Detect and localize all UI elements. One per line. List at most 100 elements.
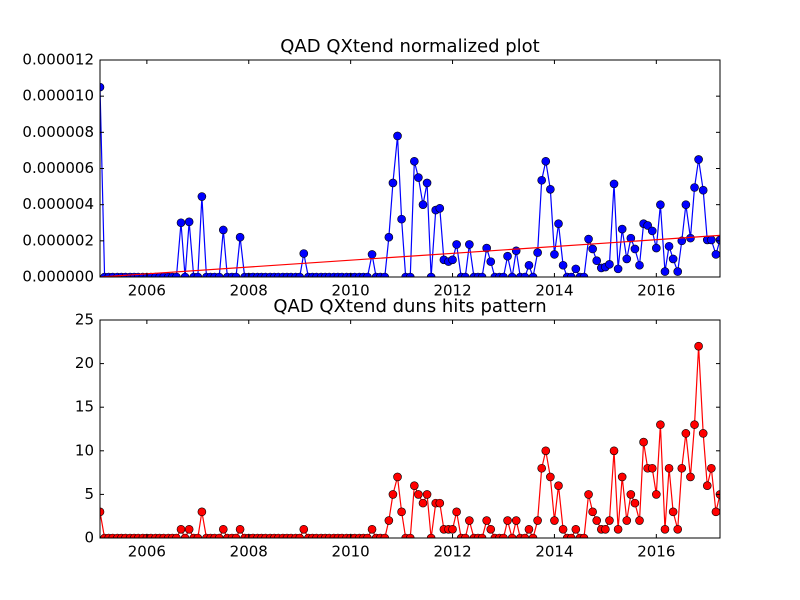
x-tick-label: 2012 [433,543,471,561]
data-point [452,240,461,249]
data-point [588,507,597,517]
data-point [448,524,457,534]
data-point [511,246,521,256]
data-point [176,524,186,534]
x-tick-label: 2006 [128,543,166,561]
y-tick-label: 0 [84,529,94,547]
data-point [363,272,372,277]
data-point [465,516,474,525]
data-point [579,533,589,538]
data-point [528,533,538,538]
data-point [673,524,683,534]
data-point [410,481,419,490]
data-point [235,232,245,242]
data-point [435,203,445,213]
data-point [460,533,470,538]
data-point [664,463,674,473]
x-tick-label: 2010 [332,543,370,561]
data-point [197,192,207,201]
data-point [698,429,708,438]
data-point [405,272,415,277]
data-point [584,234,593,244]
data-point [460,272,470,277]
data-point [550,516,559,525]
y-tick-label: 10 [75,441,94,459]
data-point [295,533,305,538]
data-point [482,243,491,253]
x-tick-label: 2006 [128,282,166,300]
data-point [218,225,228,235]
data-point [231,272,241,277]
data-point [584,490,593,499]
data-point [566,533,576,538]
data-point [435,498,445,508]
data-point [622,254,632,264]
x-tick-label: 2014 [535,282,573,300]
data-point [180,533,190,538]
data-point [214,533,224,538]
y-tick-label: 0.000004 [22,195,94,213]
data-point [622,516,632,525]
data-point [617,472,627,482]
data-point [235,524,245,534]
y-tick-label: 0.000012 [22,51,94,69]
data-point [172,272,181,277]
data-point [571,524,581,534]
y-tick-label: 0.000010 [22,87,94,105]
data-point [605,516,614,525]
data-point [486,524,496,534]
data-point [363,533,372,538]
data-point [511,516,521,525]
data-point [707,235,716,245]
y-tick-label: 0.000008 [22,123,94,141]
data-point [609,179,619,189]
data-point [393,472,402,482]
data-point [660,267,670,276]
data-point [218,524,228,534]
data-point [100,82,105,92]
y-tick-label: 20 [75,354,94,372]
data-point [367,524,377,534]
data-point [193,272,203,277]
data-point [537,175,546,185]
data-point [507,533,517,538]
data-point [588,244,597,254]
data-point [533,248,542,257]
data-point [664,241,674,251]
data-point [711,507,720,517]
data-point [673,267,683,276]
data-point [652,243,661,253]
data-point [380,272,390,277]
data-point [426,533,436,538]
data-point [465,240,474,249]
data-point [388,490,398,499]
data-point [299,249,309,258]
data-point [626,490,636,499]
data-point [579,272,589,277]
data-point [180,272,190,277]
data-point [647,226,657,236]
data-point [694,341,703,351]
data-point [520,272,530,277]
data-point [418,498,428,508]
y-tick-label: 25 [75,311,94,329]
data-point [422,178,432,188]
data-point [668,507,678,517]
data-point [613,524,623,534]
data-point [647,463,657,473]
data-point [486,257,496,266]
data-point [694,155,703,164]
data-point [630,244,640,254]
data-point [393,131,402,141]
data-point [566,272,576,277]
x-tick-label: 2008 [230,543,268,561]
data-point [397,214,406,224]
data-point [418,200,428,209]
data-point [558,524,568,534]
data-point [652,490,661,499]
data-point [388,178,398,188]
data-point [592,256,602,266]
y-tick-label: 0.000000 [22,268,94,286]
data-point [660,524,670,534]
x-tick-label: 2016 [637,543,675,561]
